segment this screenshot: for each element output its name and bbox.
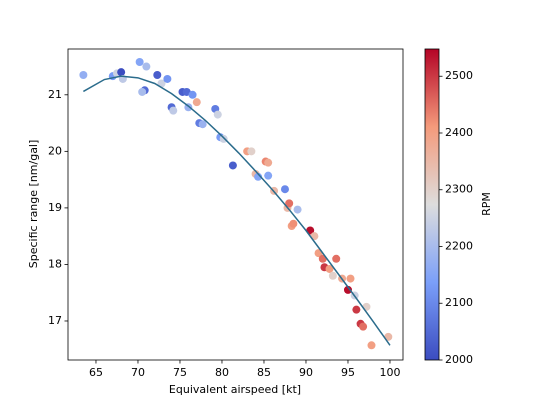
- scatter-point: [153, 71, 162, 80]
- colorbar-tick-label: 2300: [445, 183, 473, 196]
- colorbar-tick-label: 2400: [445, 126, 473, 139]
- scatter-point: [346, 274, 355, 283]
- scatter-point: [328, 271, 337, 280]
- scatter-point: [343, 285, 352, 294]
- scatter-point: [163, 74, 172, 83]
- scatter-point: [264, 158, 273, 167]
- scatter-point: [332, 254, 341, 263]
- scatter-point: [367, 341, 376, 350]
- x-tick-label: 75: [173, 366, 187, 379]
- x-axis-label: Equivalent airspeed [kt]: [169, 383, 301, 396]
- y-tick-label: 21: [48, 88, 62, 101]
- scatter-point: [219, 134, 228, 143]
- y-tick-label: 20: [48, 144, 62, 157]
- scatter-point: [352, 305, 361, 314]
- plot-frame: [67, 48, 404, 361]
- scatter-point: [142, 62, 151, 71]
- y-axis-label: Specific range [nm/gal]: [27, 140, 40, 269]
- scatter-point: [289, 219, 298, 228]
- scatter-point: [192, 98, 201, 107]
- scatter-point: [135, 58, 144, 67]
- scatter-point: [285, 199, 294, 208]
- scatter-point: [293, 205, 302, 214]
- x-tick-label: 100: [379, 366, 400, 379]
- colorbar-tick-label: 2100: [445, 296, 473, 309]
- colorbar-tick-label: 2000: [445, 353, 473, 366]
- scatter-point: [264, 171, 273, 180]
- y-tick-label: 18: [48, 257, 62, 270]
- y-tick-label: 17: [48, 314, 62, 327]
- scatter-point: [138, 87, 147, 96]
- scatter-point: [247, 147, 256, 156]
- scatter-point: [169, 106, 178, 115]
- scatter-point: [359, 322, 368, 331]
- y-tick-label: 19: [48, 201, 62, 214]
- colorbar: [424, 48, 440, 361]
- colorbar-tick-label: 2500: [445, 69, 473, 82]
- x-tick-label: 95: [341, 366, 355, 379]
- fit-line: [83, 75, 391, 346]
- x-tick-label: 70: [131, 366, 145, 379]
- colorbar-label: RPM: [480, 192, 493, 216]
- scatter-point: [254, 172, 263, 181]
- colorbar-tick-label: 2200: [445, 239, 473, 252]
- scatter-point: [79, 71, 88, 80]
- scatter-point: [198, 120, 207, 129]
- scatter-point: [325, 264, 334, 273]
- x-tick-label: 80: [215, 366, 229, 379]
- x-tick-label: 85: [257, 366, 271, 379]
- scatter-point: [280, 185, 289, 194]
- x-tick-label: 65: [89, 366, 103, 379]
- scatter-point: [228, 161, 237, 170]
- scatter-point: [188, 90, 197, 99]
- x-tick-label: 90: [299, 366, 313, 379]
- scatter-point: [117, 68, 126, 77]
- scatter-point: [213, 110, 222, 119]
